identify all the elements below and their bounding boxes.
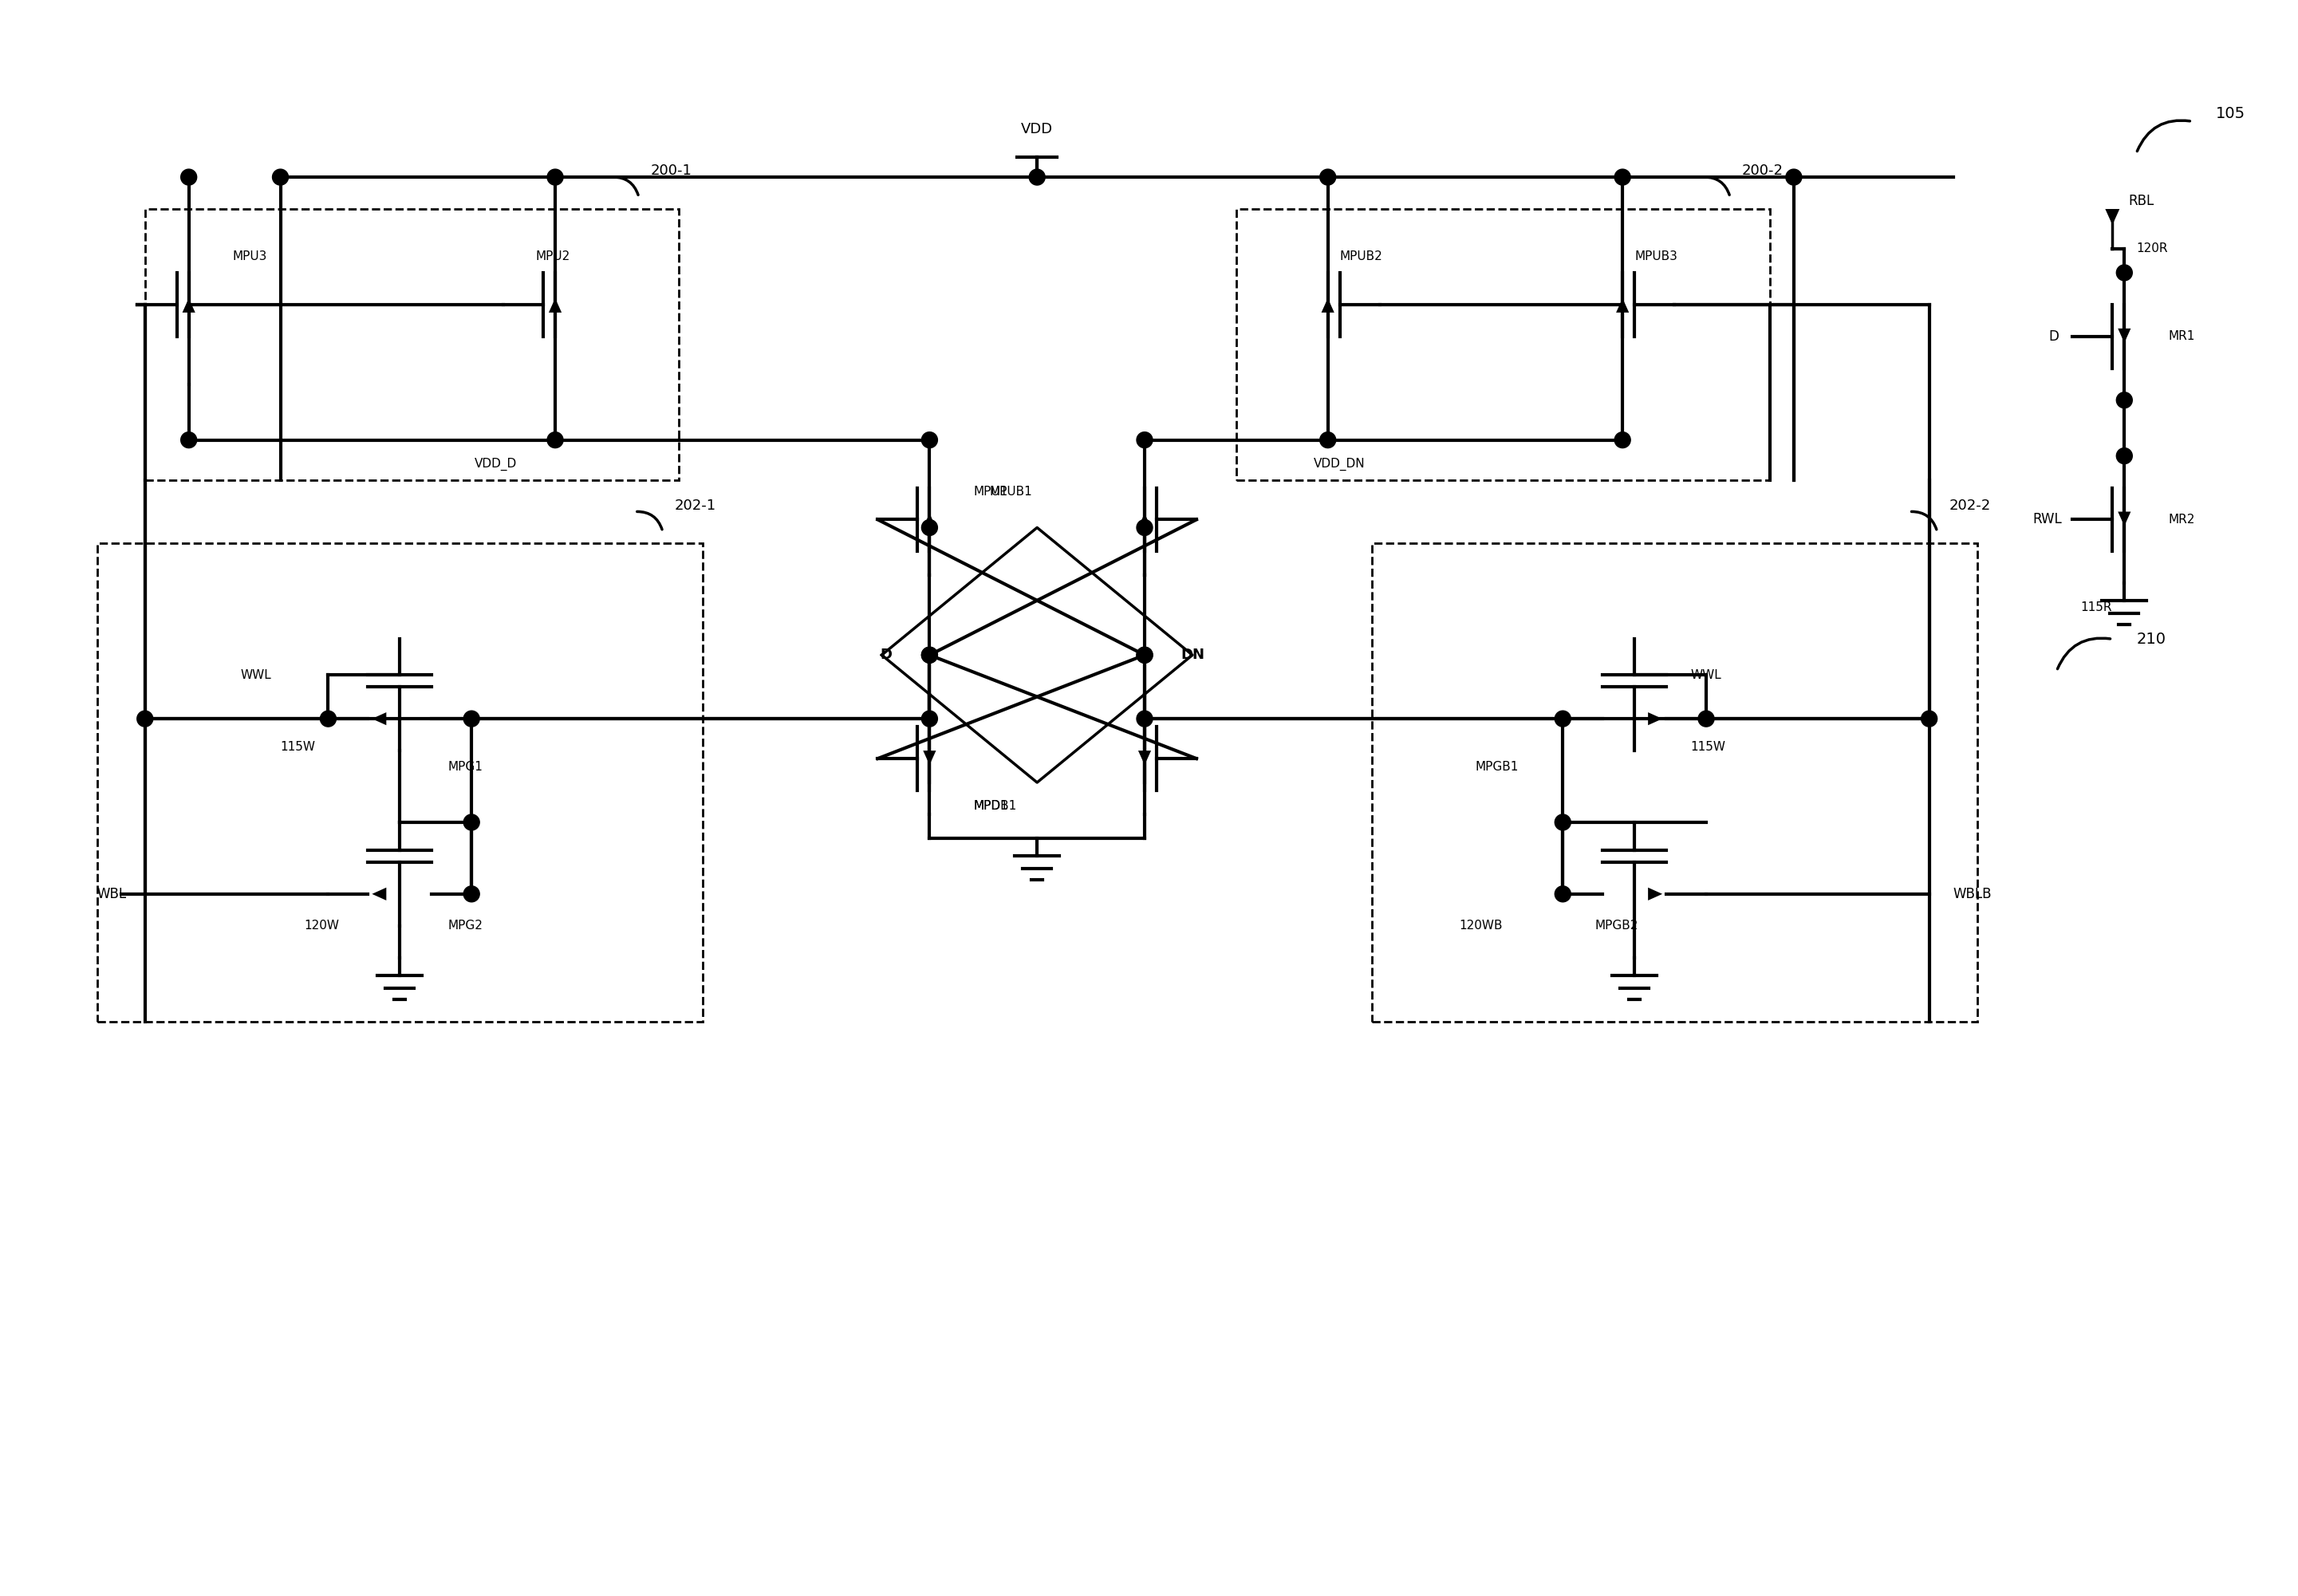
Circle shape [1138,646,1154,662]
Bar [1372,544,1976,1021]
Text: 115W: 115W [280,741,315,753]
Circle shape [464,886,480,902]
Text: VDD: VDD [1020,123,1052,137]
Circle shape [2116,448,2133,464]
Text: MPU1: MPU1 [974,485,1009,498]
Polygon shape [2119,512,2130,527]
Circle shape [1138,710,1154,726]
Text: WBLB: WBLB [1953,887,1992,902]
Polygon shape [1321,298,1335,313]
Text: D: D [2050,329,2059,343]
Circle shape [1556,886,1572,902]
Text: MPUB3: MPUB3 [1634,251,1678,263]
Text: MPDB1: MPDB1 [974,800,1016,812]
Text: 200-2: 200-2 [1742,163,1783,177]
Circle shape [182,433,198,448]
Circle shape [921,520,938,536]
Polygon shape [372,887,386,900]
Circle shape [1615,169,1632,185]
Text: MR1: MR1 [2169,330,2195,343]
Circle shape [1138,520,1154,536]
Text: MPD1: MPD1 [974,800,1009,812]
Circle shape [1786,169,1802,185]
Polygon shape [1138,750,1151,764]
Bar [1236,209,1769,480]
Text: WBL: WBL [97,887,126,902]
Text: 210: 210 [2137,632,2165,646]
Circle shape [1030,169,1046,185]
Text: 202-1: 202-1 [676,498,717,512]
Text: 120WB: 120WB [1459,919,1503,932]
Circle shape [1138,433,1154,448]
Bar [97,544,703,1021]
Text: 105: 105 [2215,105,2245,121]
Text: VDD_DN: VDD_DN [1314,458,1365,471]
Text: MPG1: MPG1 [448,761,483,772]
Text: RBL: RBL [2128,193,2153,207]
Text: MPUB2: MPUB2 [1340,251,1383,263]
Polygon shape [2119,329,2130,343]
Text: MPU2: MPU2 [535,251,570,263]
Text: MPG2: MPG2 [448,919,483,932]
Text: MPU3: MPU3 [232,251,267,263]
Polygon shape [182,298,195,313]
Circle shape [1698,710,1714,726]
Polygon shape [2105,209,2119,225]
Circle shape [319,710,336,726]
Circle shape [921,433,938,448]
Circle shape [138,710,154,726]
Polygon shape [924,750,935,764]
Circle shape [1556,814,1572,830]
Circle shape [2116,393,2133,409]
Circle shape [464,710,480,726]
Polygon shape [1648,887,1661,900]
Circle shape [547,433,563,448]
Polygon shape [1615,298,1629,313]
Polygon shape [1648,712,1661,725]
Circle shape [464,814,480,830]
Circle shape [1138,646,1154,662]
Circle shape [921,646,938,662]
Text: MPGB1: MPGB1 [1475,761,1519,772]
Circle shape [1921,710,1937,726]
Circle shape [1556,710,1572,726]
Circle shape [921,646,938,662]
Bar [145,209,678,480]
Text: MPGB2: MPGB2 [1595,919,1638,932]
Text: 202-2: 202-2 [1949,498,1990,512]
Text: MPUB1: MPUB1 [990,485,1032,498]
Text: 200-1: 200-1 [650,163,692,177]
Text: WWL: WWL [241,669,271,681]
Circle shape [182,169,198,185]
Text: RWL: RWL [2034,512,2061,527]
Polygon shape [924,514,935,528]
Text: MR2: MR2 [2169,514,2195,525]
Text: DN: DN [1181,648,1204,662]
Text: D: D [880,648,892,662]
Circle shape [273,169,287,185]
Text: WWL: WWL [1691,669,1721,681]
Polygon shape [372,712,386,725]
Text: VDD_D: VDD_D [473,458,517,471]
Text: 115R: 115R [2080,602,2112,613]
Text: 120R: 120R [2137,243,2167,255]
Circle shape [1615,433,1632,448]
Circle shape [547,169,563,185]
Circle shape [1319,433,1335,448]
Polygon shape [1138,514,1151,528]
Polygon shape [549,298,561,313]
Circle shape [1319,169,1335,185]
Circle shape [921,710,938,726]
Circle shape [2116,265,2133,281]
Text: 120W: 120W [303,919,340,932]
Text: 115W: 115W [1691,741,1726,753]
